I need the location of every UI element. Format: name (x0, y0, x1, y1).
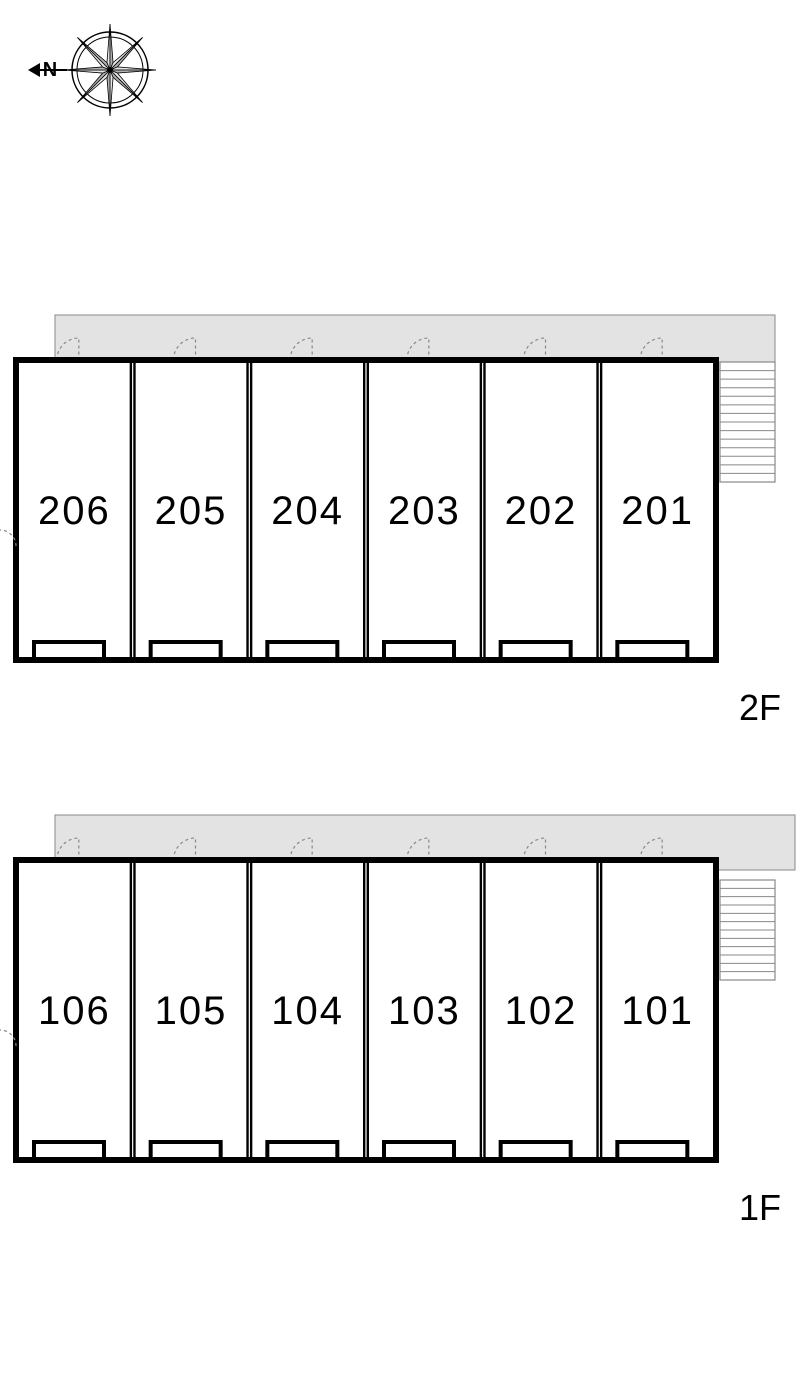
room-label: 105 (155, 989, 228, 1033)
room-label: 204 (271, 489, 344, 533)
room-label: 202 (505, 489, 578, 533)
room-label: 206 (38, 489, 111, 533)
room-label: 101 (621, 989, 694, 1033)
compass-label: N (43, 59, 57, 81)
room-label: 205 (155, 489, 228, 533)
room-label: 103 (388, 989, 461, 1033)
floor-label: 1F (739, 1187, 781, 1228)
floor-label: 2F (739, 687, 781, 728)
room-label: 203 (388, 489, 461, 533)
room-label: 106 (38, 989, 111, 1033)
floorplan-diagram: N 206 205 204 203 202 201 2F 106 105 104 103 102 101 1… (0, 0, 800, 1373)
stairs (720, 362, 775, 482)
stairs (720, 880, 775, 980)
room-label: 201 (621, 489, 694, 533)
room-label: 104 (271, 989, 344, 1033)
room-label: 102 (505, 989, 578, 1033)
